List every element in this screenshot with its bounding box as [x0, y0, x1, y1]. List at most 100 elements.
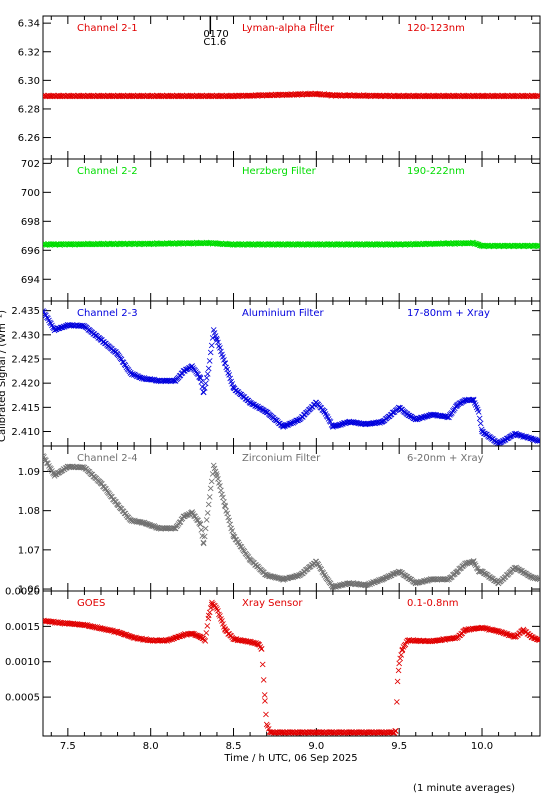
data-point: ×: [507, 431, 515, 442]
data-point: ×: [354, 91, 362, 102]
data-point: ×: [484, 241, 492, 252]
data-point: ×: [172, 91, 180, 102]
data-point: ×: [201, 523, 209, 534]
data-point: ×: [436, 92, 444, 103]
data-point: ×: [80, 239, 88, 250]
data-point: ×: [86, 621, 94, 632]
data-point: ×: [144, 239, 152, 250]
data-point: ×: [456, 630, 464, 641]
data-point: ×: [89, 622, 97, 633]
data-point: ×: [60, 464, 68, 475]
data-point: ×: [162, 376, 170, 387]
data-series: ××××××××××××××××××××××××××××××××××××××××…: [43, 306, 540, 446]
data-point: ×: [132, 239, 140, 250]
data-point: ×: [215, 239, 223, 250]
data-point: ×: [43, 617, 51, 628]
data-point: ×: [293, 416, 301, 427]
data-point: ×: [321, 240, 329, 251]
data-point: ×: [332, 582, 340, 593]
data-point: ×: [303, 90, 311, 101]
data-point: ×: [212, 239, 220, 250]
data-point: ×: [363, 239, 371, 250]
data-point: ×: [47, 239, 55, 250]
data-point: ×: [86, 240, 94, 251]
y-tick-label: 694: [21, 275, 40, 286]
data-point: ×: [78, 91, 86, 102]
data-point: ×: [151, 91, 159, 102]
data-point: ×: [520, 626, 528, 637]
data-point: ×: [308, 90, 316, 101]
data-point: ×: [161, 635, 169, 646]
data-point: ×: [281, 89, 289, 100]
data-point: ×: [325, 416, 333, 427]
data-point: ×: [268, 240, 276, 251]
data-point: ×: [357, 579, 365, 590]
data-point: ×: [384, 240, 392, 251]
data-point: ×: [229, 530, 237, 541]
data-point: ×: [263, 408, 271, 419]
data-point: ×: [80, 321, 88, 332]
data-point: ×: [277, 89, 285, 100]
data-point: ×: [321, 572, 329, 583]
data-point: ×: [415, 91, 423, 102]
data-point: ×: [513, 91, 521, 102]
data-point: ×: [188, 91, 196, 102]
data-point: ×: [110, 240, 118, 251]
data-point: ×: [507, 630, 515, 641]
data-point: ×: [352, 727, 360, 738]
data-point: ×: [133, 633, 141, 644]
data-point: ×: [146, 239, 154, 250]
y-tick-label: 700: [21, 188, 40, 199]
data-point: ×: [310, 400, 318, 411]
data-point: ×: [175, 91, 183, 102]
data-point: ×: [341, 418, 349, 429]
data-point: ×: [379, 574, 387, 585]
data-point: ×: [373, 728, 381, 739]
data-point: ×: [185, 91, 193, 102]
data-point: ×: [334, 581, 342, 592]
data-point: ×: [428, 239, 436, 250]
data-point: ×: [440, 635, 448, 646]
data-point: ×: [124, 239, 132, 250]
data-point: ×: [85, 91, 93, 102]
data-point: ×: [160, 636, 168, 647]
data-point: ×: [436, 574, 444, 585]
data-point: ×: [146, 636, 154, 647]
data-point: ×: [354, 418, 362, 429]
data-point: ×: [192, 513, 200, 524]
data-point: ×: [369, 240, 377, 251]
data-point: ×: [212, 333, 220, 344]
data-point: ×: [229, 382, 237, 393]
data-point: ×: [461, 559, 469, 570]
data-point: ×: [324, 728, 332, 739]
data-point: ×: [528, 632, 536, 643]
data-point: ×: [420, 412, 428, 423]
data-point: ×: [452, 567, 460, 578]
data-point: ×: [354, 579, 362, 590]
data-point: ×: [250, 91, 258, 102]
data-point: ×: [234, 387, 242, 398]
data-point: ×: [413, 91, 421, 102]
data-point: ×: [447, 238, 455, 249]
data-point: ×: [423, 239, 431, 250]
data-point: ×: [198, 238, 206, 249]
data-point: ×: [262, 407, 270, 418]
data-point: ×: [172, 374, 180, 385]
data-point: ×: [66, 92, 74, 103]
data-point: ×: [48, 466, 56, 477]
data-point: ×: [491, 241, 499, 252]
data-point: ×: [314, 89, 322, 100]
data-point: ×: [487, 573, 495, 584]
data-point: ×: [170, 633, 178, 644]
data-point: ×: [435, 575, 443, 586]
data-point: ×: [191, 91, 199, 102]
data-point: ×: [78, 239, 86, 250]
data-point: ×: [291, 89, 299, 100]
data-point: ×: [411, 578, 419, 589]
data-point: ×: [407, 91, 415, 102]
data-point: ×: [389, 407, 397, 418]
data-point: ×: [223, 365, 231, 376]
data-point: ×: [523, 91, 531, 102]
data-point: ×: [354, 728, 362, 739]
data-point: ×: [169, 376, 177, 387]
